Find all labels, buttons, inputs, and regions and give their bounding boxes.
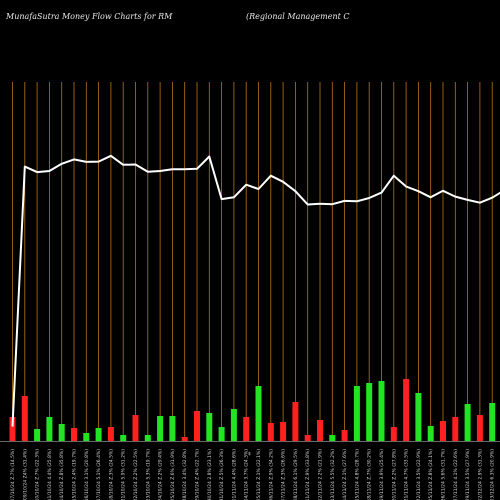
x-tick-label: 29/11/24 3.5% (27.9%) xyxy=(465,449,471,500)
x-tick-label: 24/10/24 Z.2% (29.4%) xyxy=(158,449,164,500)
x-tick-label: 01/11/24 4.4% (28.6%) xyxy=(231,449,237,500)
volume-bar xyxy=(194,411,200,441)
x-tick-label: 06/11/24 Z.9% (34.2%) xyxy=(268,449,274,500)
volume-bar xyxy=(71,428,77,441)
x-tick-label: 23/10/24 5.3% (19.7%) xyxy=(145,449,151,500)
x-tick-label: 28/10/24 3.4% (32.8%) xyxy=(182,449,188,500)
volume-bar xyxy=(34,429,41,441)
x-tick-label: 11/10/24 4.4% (25.8%) xyxy=(47,449,53,500)
x-tick-labels: 07/10/24 Z.7% (14.5%) 09/10/24 Z4% (31.4%… xyxy=(10,449,496,500)
volume-bar xyxy=(243,417,250,441)
volume-bar xyxy=(169,416,176,441)
x-tick-label: 18/11/24 Z.7% (30.2%) xyxy=(367,449,373,500)
x-tick-label: 12/11/24 2.2% (21.9%) xyxy=(318,449,324,500)
x-tick-label: 22/10/24 Z.2% (22.5%) xyxy=(133,449,139,500)
volume-bar xyxy=(255,386,262,441)
x-tick-label: 13/11/24 5.5% (32.2%) xyxy=(330,449,336,500)
x-tick-label: 21/11/24 4.7% (33.5%) xyxy=(404,449,410,500)
volume-bar xyxy=(230,409,237,441)
volume-bar xyxy=(280,422,287,441)
axis-center-label: $ xyxy=(248,451,251,457)
x-tick-label: 15/11/24 4.8% (28.7%) xyxy=(354,449,360,500)
volume-bar xyxy=(267,423,274,441)
x-tick-label: 25/11/24 Z.8% (24.1%) xyxy=(428,449,434,500)
x-tick-label: 27/11/24 4.1% (22.6%) xyxy=(453,449,459,500)
x-tick-label: 07/10/24 Z.7% (14.5%) xyxy=(10,449,16,500)
volume-bar xyxy=(378,381,385,441)
x-tick-label: 14/11/24 Z.1% (27.6%) xyxy=(342,449,348,500)
volume-bar xyxy=(144,435,151,441)
volume-bar xyxy=(464,404,471,441)
x-tick-label: 09/10/24 Z4% (31.4%) xyxy=(22,449,28,500)
volume-bar xyxy=(440,421,446,441)
volume-bar xyxy=(452,417,459,441)
x-tick-label: 29/10/24 Z.4% (22.7%) xyxy=(195,449,201,500)
volume-bar xyxy=(304,435,311,441)
grid-lines xyxy=(12,82,493,441)
volume-bar xyxy=(292,402,299,441)
volume-bar xyxy=(206,413,213,441)
x-tick-label: 16/10/24 3.1% (20.8%) xyxy=(84,449,90,500)
volume-bar xyxy=(9,417,16,441)
x-tick-label: 08/11/24 6.1% (29.5%) xyxy=(293,449,299,500)
x-tick-label: 25/10/24 Z.6% (31.9%) xyxy=(170,449,176,500)
volume-bar xyxy=(353,386,360,441)
x-tick-label: 15/10/24 2.4% (19.7%) xyxy=(72,449,78,500)
x-tick-label: 04/11/24 3.7% (24.3%) xyxy=(244,449,250,500)
money-flow-line xyxy=(11,154,500,427)
x-tick-label: 22/11/24 3.5% (22.9%) xyxy=(416,449,422,500)
x-tick-label: 11/11/24 Z.9% (33.8%) xyxy=(305,449,311,500)
volume-bar xyxy=(181,437,188,441)
x-tick-label: 02/12/24 2.9% (31.3%) xyxy=(477,449,483,500)
x-tick-label: 30/10/24 2.8% (23.1%) xyxy=(207,449,213,500)
volume-bar xyxy=(317,420,323,441)
volume-bar xyxy=(95,428,102,441)
volume-bar xyxy=(83,433,90,441)
volume-bar xyxy=(489,403,496,441)
x-tick-label: 18/10/24 Z.3% (24.5%) xyxy=(108,449,114,500)
x-tick-label: 21/10/24 5.9% (31.2%) xyxy=(121,449,127,500)
volume-bar xyxy=(415,393,422,441)
x-tick-label: 03/12/24 6.3% (20.9%) xyxy=(490,449,496,500)
volume-bar xyxy=(427,426,434,441)
volume-bar xyxy=(107,427,114,441)
company-name: (Regional Management C xyxy=(246,12,350,21)
chart-title: MunafaSutra Money Flow Charts for RM xyxy=(6,12,173,21)
volume-bar xyxy=(366,383,373,441)
volume-bar xyxy=(390,427,397,441)
volume-bars xyxy=(9,379,496,441)
volume-bar xyxy=(476,415,483,441)
x-tick-label: 19/11/24 3.9% (25.4%) xyxy=(379,449,385,500)
x-tick-label: 17/10/24 5.1% (26.4%) xyxy=(96,449,102,500)
volume-bar xyxy=(403,379,410,441)
volume-bar xyxy=(341,430,348,441)
x-tick-label: 31/10/24 Z.5% (26.3%) xyxy=(219,449,225,500)
volume-bar xyxy=(132,415,139,441)
x-tick-label: 26/11/24 5.6% (31.7%) xyxy=(441,449,447,500)
volume-bar xyxy=(21,396,28,441)
x-tick-label: 14/10/24 Z.8% (35.8%) xyxy=(59,449,65,500)
volume-bar xyxy=(120,435,127,441)
x-tick-label: 10/10/24 Z.7% (22.3%) xyxy=(35,449,41,500)
volume-bar xyxy=(157,416,164,441)
x-tick-label: 07/11/24 Z.3% (26.6%) xyxy=(281,449,287,500)
x-tick-label: 05/11/24 Z.1% (22.1%) xyxy=(256,449,262,500)
x-tick-label: 20/11/24 Z.2% (27.8%) xyxy=(391,449,397,500)
volume-bar xyxy=(329,435,336,441)
volume-bar xyxy=(58,424,65,441)
volume-bar xyxy=(218,427,225,441)
volume-bar xyxy=(46,417,53,441)
